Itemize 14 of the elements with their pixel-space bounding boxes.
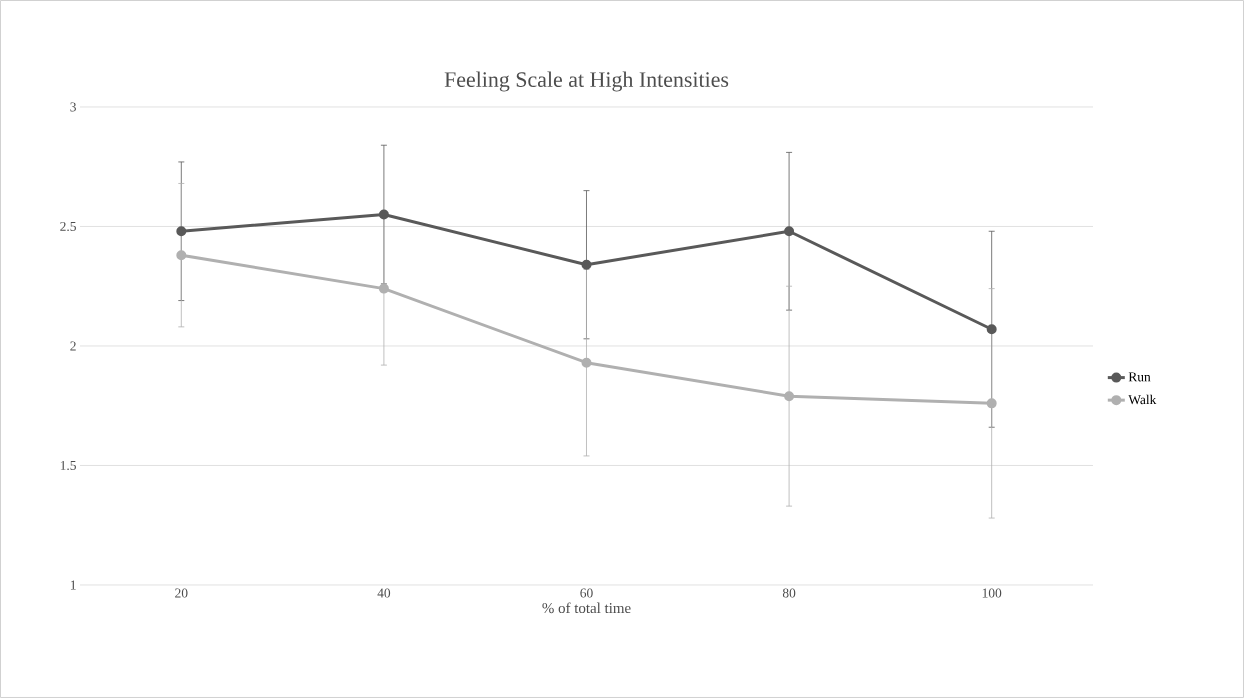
chart-title: Feeling Scale at High Intensities: [444, 71, 729, 92]
legend-label: Run: [1128, 372, 1151, 382]
legend-label: Walk: [1128, 394, 1157, 405]
y-tick-label: 1: [70, 580, 76, 590]
x-tick-label: 20: [175, 588, 188, 598]
y-tick-label: 3: [70, 102, 76, 112]
y-tick-label: 2.5: [60, 221, 76, 232]
x-tick-label: 100: [982, 588, 1002, 598]
x-tick-label: 60: [580, 588, 593, 598]
y-tick-label: 2: [70, 341, 76, 351]
y-tick-label: 1.5: [60, 460, 76, 471]
x-axis-title: % of total time: [542, 602, 631, 614]
x-tick-label: 40: [377, 588, 391, 598]
x-tick-label: 80: [782, 588, 796, 598]
